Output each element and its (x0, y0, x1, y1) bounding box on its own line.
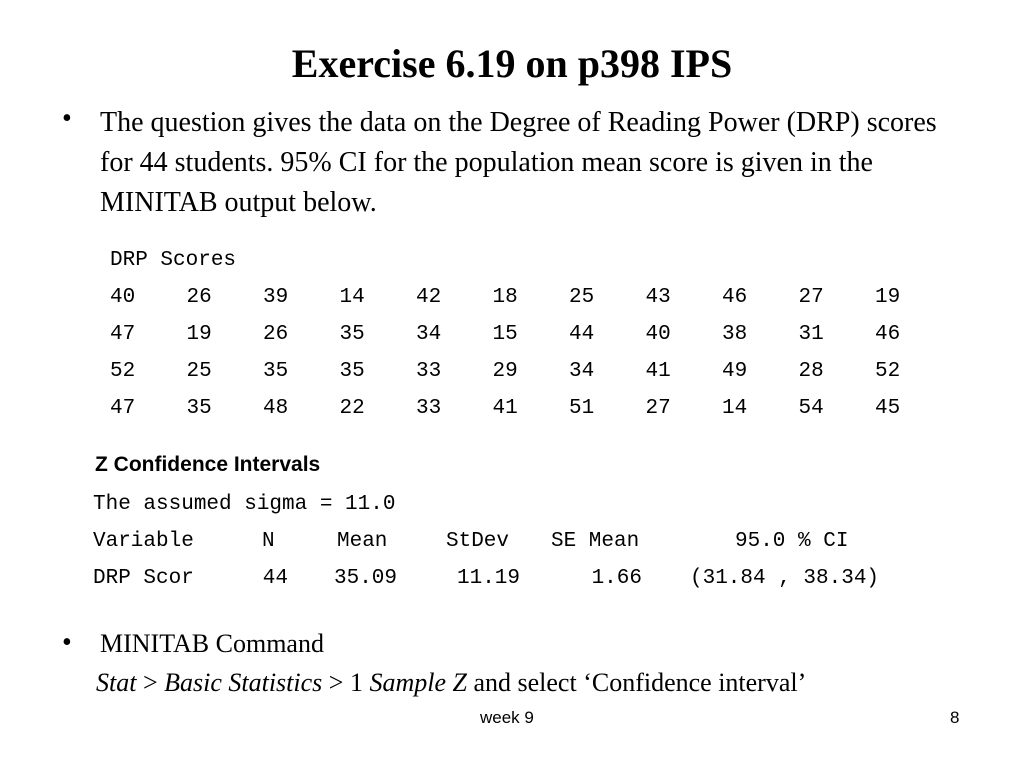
z-header-cell: Mean (337, 530, 388, 553)
drp-score: 15 (492, 323, 518, 346)
drp-score: 35 (263, 360, 289, 383)
bullet-dot: • (62, 103, 72, 134)
drp-score: 44 (569, 323, 595, 346)
command-part: and select ‘Confidence interval’ (466, 668, 807, 697)
drp-header: DRP Scores (110, 249, 237, 272)
drp-score: 41 (645, 360, 671, 383)
drp-score: 47 (110, 397, 136, 420)
drp-score: 40 (645, 323, 671, 346)
z-title: Z Confidence Intervals (95, 453, 321, 476)
z-header-cell: N (262, 530, 275, 553)
drp-score: 46 (875, 323, 901, 346)
drp-score: 54 (798, 397, 824, 420)
drp-score: 41 (492, 397, 518, 420)
drp-score: 35 (186, 397, 212, 420)
z-header-cell: Variable (93, 530, 194, 553)
z-header-cell: 95.0 % CI (735, 530, 849, 553)
command-part: > 1 (322, 668, 370, 697)
drp-score: 33 (416, 397, 442, 420)
bullet-text: MINITAB Command (100, 629, 324, 658)
drp-score: 31 (798, 323, 824, 346)
drp-score: 34 (569, 360, 595, 383)
drp-score: 25 (186, 360, 212, 383)
drp-score: 52 (875, 360, 901, 383)
z-row-cell: 1.66 (591, 567, 642, 590)
drp-score: 42 (416, 286, 442, 309)
drp-score: 27 (798, 286, 824, 309)
footer-text: week 9 (480, 708, 534, 727)
z-row-cell: 11.19 (456, 567, 520, 590)
drp-score: 52 (110, 360, 136, 383)
drp-score: 22 (339, 397, 365, 420)
drp-score: 51 (569, 397, 595, 420)
drp-score: 26 (186, 286, 212, 309)
drp-score: 47 (110, 323, 136, 346)
z-row-cell: 44 (262, 567, 288, 590)
drp-score: 48 (263, 397, 289, 420)
page-number: 8 (950, 708, 960, 727)
drp-score: 19 (875, 286, 901, 309)
slide-title: Exercise 6.19 on p398 IPS (291, 41, 733, 86)
drp-score: 18 (492, 286, 518, 309)
command-part: > (136, 668, 165, 697)
z-header-cell: StDev (446, 530, 510, 553)
drp-score: 25 (569, 286, 595, 309)
command: Stat > Basic Statistics > 1 Sample Z and… (96, 668, 806, 698)
z-row-cell: (31.84 , 38.34) (690, 567, 880, 590)
z-header-cell: SE Mean (551, 530, 640, 553)
drp-score: 49 (722, 360, 748, 383)
drp-score: 38 (722, 323, 748, 346)
drp-score: 14 (339, 286, 365, 309)
drp-score: 27 (645, 397, 671, 420)
command-part: Stat (96, 668, 137, 697)
drp-score: 14 (722, 397, 748, 420)
drp-score: 19 (186, 323, 212, 346)
bullet-text: The question gives the data on the Degre… (100, 107, 937, 218)
drp-score: 34 (416, 323, 442, 346)
command-part: Sample Z (369, 668, 467, 697)
sigma-line: The assumed sigma = 11.0 (93, 493, 396, 516)
drp-score: 26 (263, 323, 289, 346)
drp-score: 35 (339, 323, 365, 346)
drp-score: 33 (416, 360, 442, 383)
drp-score: 28 (798, 360, 824, 383)
drp-score: 40 (110, 286, 136, 309)
command-part: Basic Statistics (164, 668, 323, 697)
bullet-dot: • (62, 627, 72, 658)
drp-score: 43 (645, 286, 671, 309)
z-row-cell: 35.09 (333, 567, 397, 590)
drp-score: 29 (492, 360, 518, 383)
drp-score: 35 (339, 360, 365, 383)
drp-score: 45 (875, 397, 901, 420)
z-row-cell: DRP Scor (93, 567, 194, 590)
drp-score: 46 (722, 286, 748, 309)
drp-score: 39 (263, 286, 289, 309)
